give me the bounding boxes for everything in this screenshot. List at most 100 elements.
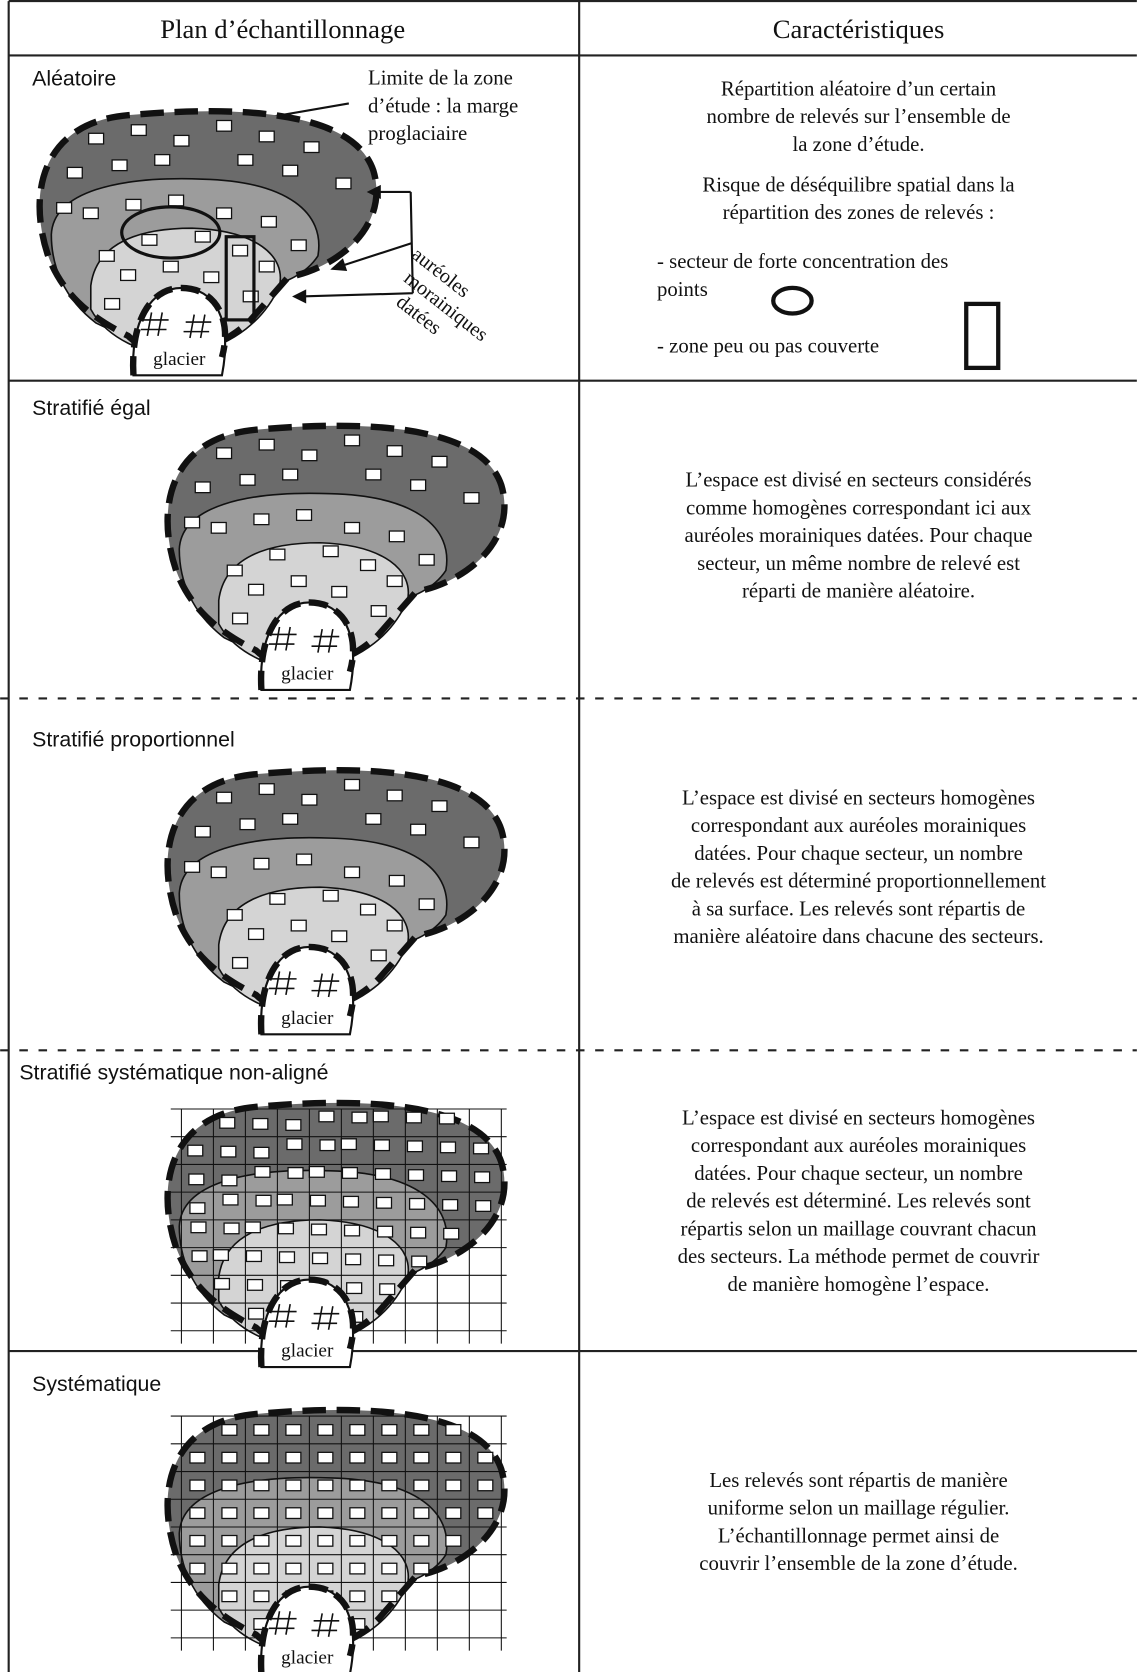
description: Les relevés sont répartis de manière [709, 1469, 1007, 1492]
sample [317, 1451, 334, 1464]
sample [269, 548, 286, 561]
sample [253, 1479, 270, 1492]
sample [231, 612, 249, 625]
sample [413, 1479, 430, 1492]
sample [221, 1174, 238, 1187]
sample [221, 1562, 238, 1575]
sample [378, 1254, 395, 1267]
sample [282, 812, 299, 825]
sample [260, 215, 277, 228]
sample [344, 1253, 362, 1266]
sample [285, 1479, 302, 1492]
sample [418, 898, 435, 911]
sample [445, 1507, 462, 1520]
sample [215, 791, 233, 804]
sample [381, 1590, 398, 1603]
sample [194, 481, 211, 494]
diagram: glacier [164, 422, 508, 691]
sample [295, 509, 313, 522]
sample [410, 1226, 427, 1239]
sample [290, 919, 307, 932]
sample [317, 1423, 334, 1436]
boundary [164, 422, 508, 671]
description: Répartition aléatoire d’un certain [721, 77, 997, 100]
sample [215, 119, 233, 132]
sample [349, 1451, 366, 1464]
sample [287, 1166, 304, 1179]
row-title: Stratifié systématique non-aligné [19, 1060, 328, 1084]
sample [413, 1423, 430, 1436]
sample [388, 530, 405, 543]
description: de relevés est déterminé. Les relevés so… [686, 1190, 1031, 1213]
description: datées. Pour chaque secteur, un nombre [694, 842, 1023, 865]
sample [212, 1249, 229, 1262]
sample [231, 956, 249, 969]
sample [130, 124, 147, 137]
glacier-edge [257, 943, 357, 1035]
sample [349, 1534, 366, 1547]
sample [290, 239, 307, 252]
sample [189, 1507, 206, 1520]
sample [331, 585, 348, 598]
sample [98, 249, 115, 262]
description: - secteur de forte concentration des [657, 250, 948, 273]
description: comme homogènes correspondant ici aux [686, 496, 1032, 519]
sample [190, 1221, 207, 1234]
sample [343, 434, 361, 447]
sample [418, 553, 435, 566]
sample [247, 583, 265, 596]
sample [445, 1423, 462, 1436]
sample [301, 449, 318, 462]
sample [258, 438, 275, 451]
sample [372, 1110, 389, 1123]
sample [379, 1283, 396, 1296]
sample [285, 1534, 302, 1547]
description: Risque de déséquilibre spatial dans la [702, 173, 1014, 196]
sample [381, 1562, 398, 1575]
sample [253, 1562, 270, 1575]
sample [341, 1166, 359, 1179]
sample [253, 1451, 270, 1464]
sample [253, 1146, 270, 1159]
sample [365, 468, 382, 481]
sample [253, 1534, 270, 1547]
description: L’espace est divisé en secteurs homogène… [682, 1106, 1035, 1129]
sample [413, 1534, 430, 1547]
concentration [120, 205, 222, 260]
sample [188, 1173, 205, 1186]
sample [285, 1423, 302, 1436]
sample [82, 207, 99, 220]
sample [349, 1590, 366, 1603]
diagram: glacier [164, 1406, 508, 1672]
sample [445, 1479, 462, 1492]
sample [381, 1479, 398, 1492]
sample [317, 1534, 334, 1547]
sample [187, 1144, 204, 1157]
sample [431, 455, 448, 468]
sample [477, 1479, 494, 1492]
sample [154, 153, 171, 166]
sample [66, 166, 83, 179]
diagram: glacier [164, 1099, 508, 1369]
description: correspondant aux auréoles morainiques [691, 814, 1026, 837]
sample [245, 1250, 263, 1263]
sample [370, 949, 387, 962]
crevasses [268, 1611, 340, 1637]
glacier-edge [257, 1583, 357, 1672]
crevasses [268, 971, 340, 998]
sample [413, 1451, 430, 1464]
header: Caractéristiques [773, 14, 945, 44]
sample [340, 1138, 357, 1151]
sample [278, 1251, 296, 1264]
glacier-label: glacier [281, 1008, 334, 1029]
sample [277, 1222, 295, 1235]
glacier-label: glacier [281, 663, 334, 684]
sample [258, 130, 275, 143]
sample [346, 1282, 363, 1295]
arrows [292, 184, 414, 304]
sample [370, 605, 387, 617]
limit-label: Limite de la zone [368, 67, 513, 90]
sample [253, 1590, 270, 1603]
sample [309, 1194, 327, 1207]
